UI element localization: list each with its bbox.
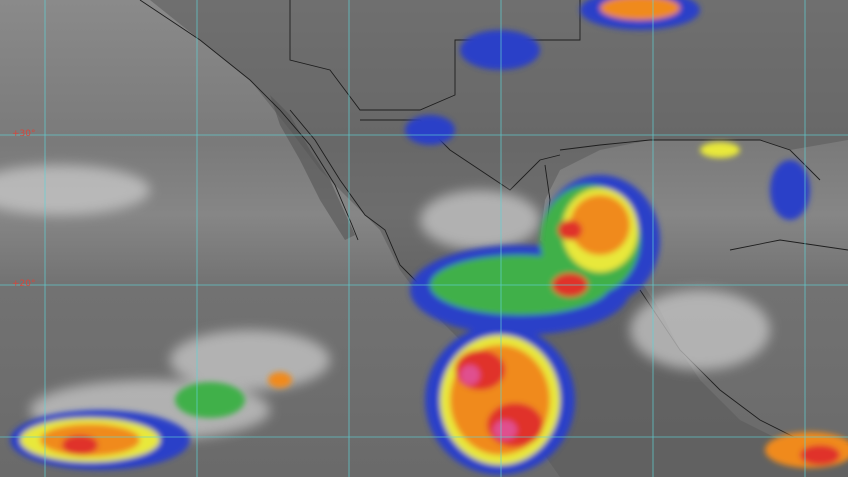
convection-clouds: [10, 0, 848, 475]
latitude-label-20: +20°: [12, 279, 36, 289]
latitude-label-30: +30°: [12, 129, 36, 139]
baja-california: [270, 95, 355, 240]
